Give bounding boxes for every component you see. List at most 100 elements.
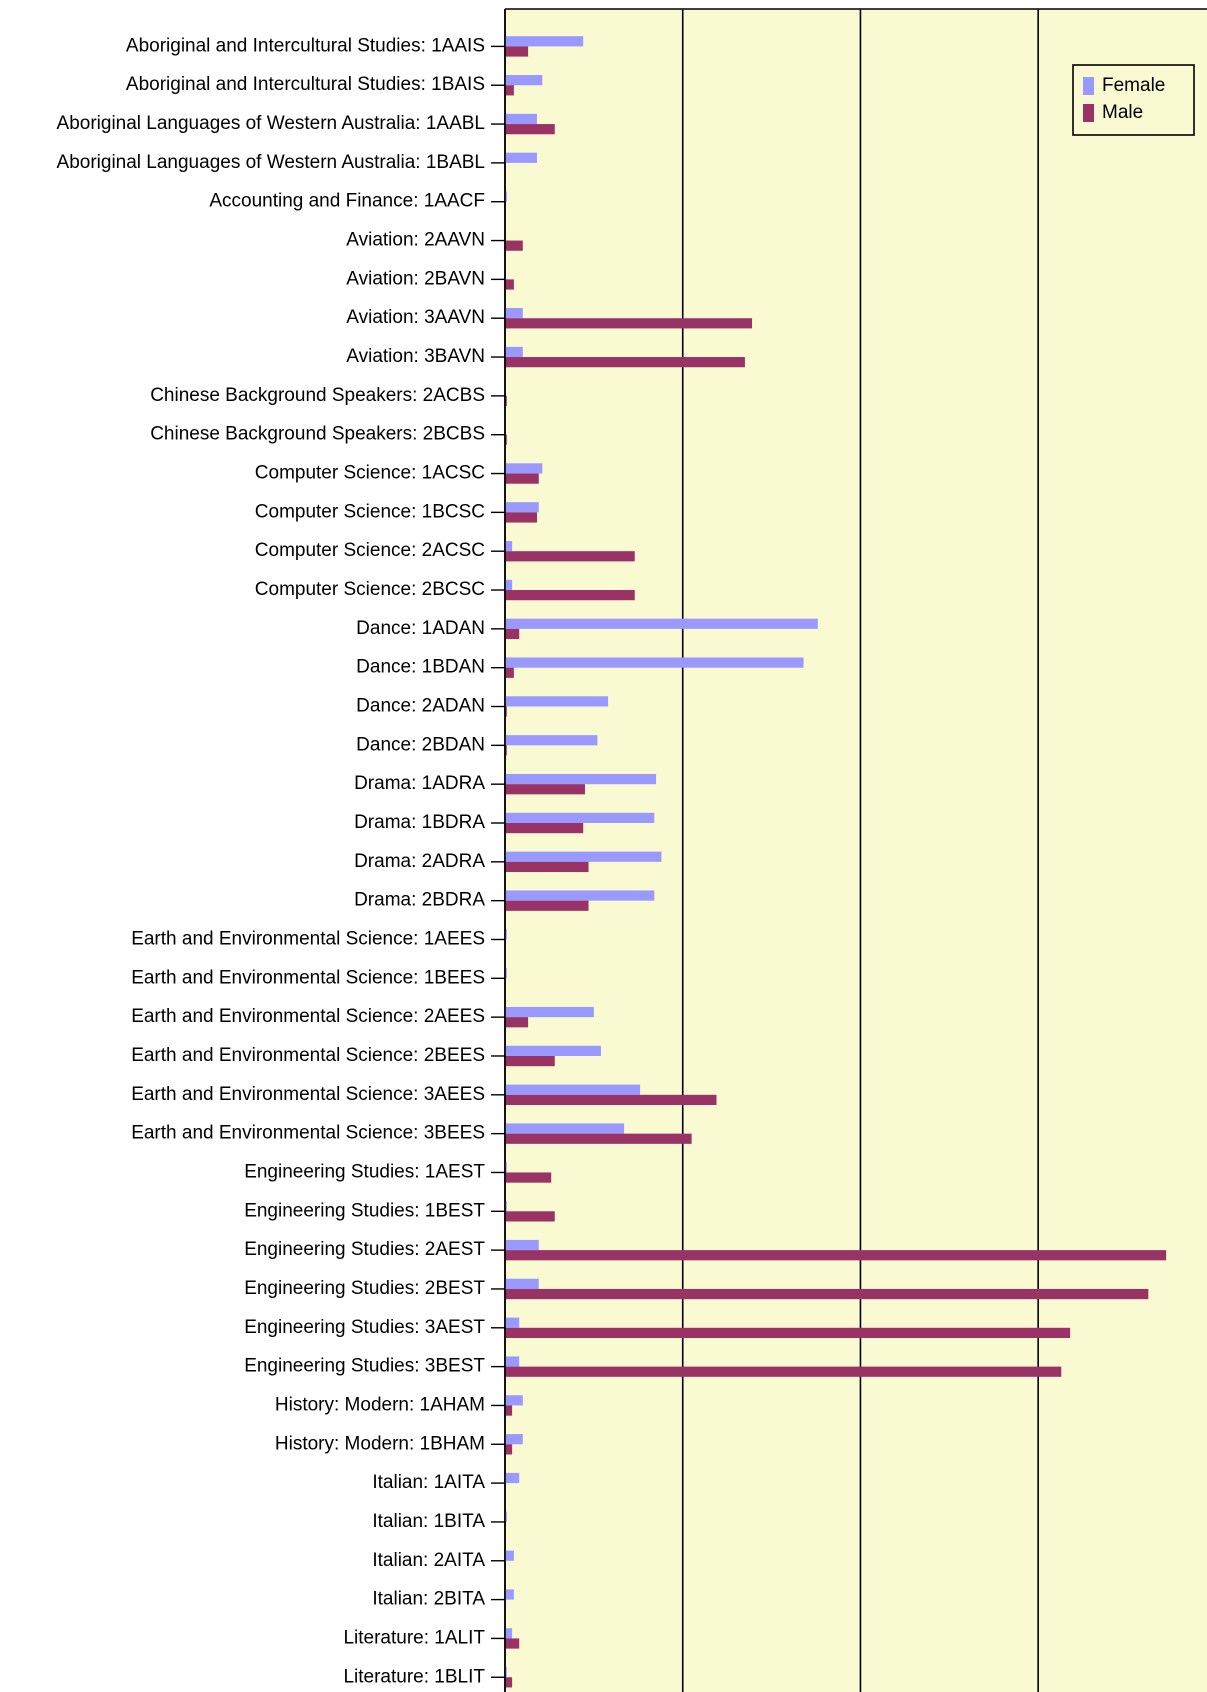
bar	[505, 124, 555, 135]
y-tick-label: Italian: 2BITA	[372, 1589, 485, 1610]
bar	[505, 152, 537, 163]
bar	[505, 1123, 625, 1134]
y-tick-label: Literature: 1BLIT	[343, 1666, 485, 1687]
bar	[505, 618, 818, 629]
bar	[505, 1472, 520, 1484]
y-tick-label: Italian: 1AITA	[372, 1472, 485, 1493]
bar	[505, 773, 657, 785]
bar	[505, 75, 543, 86]
bar	[505, 1017, 529, 1028]
bar	[505, 434, 507, 445]
bar	[505, 1405, 513, 1416]
bar	[505, 1628, 513, 1639]
y-tick-label: Earth and Environmental Science: 3AEES	[131, 1084, 485, 1105]
legend-label: Male	[1102, 102, 1143, 123]
bar	[505, 473, 539, 484]
bar	[505, 1667, 507, 1678]
y-tick-label: Engineering Studies: 3AEST	[244, 1317, 485, 1338]
bar	[505, 628, 520, 640]
bar	[505, 113, 537, 125]
y-tick-label: Aboriginal and Intercultural Studies: 1B…	[126, 74, 485, 95]
bar	[505, 1511, 507, 1522]
bar	[505, 279, 514, 290]
y-tick-label: Aviation: 2BAVN	[346, 268, 485, 289]
y-tick-label: Italian: 2AITA	[372, 1550, 485, 1571]
legend-swatch	[1083, 104, 1094, 122]
y-tick-label: Aboriginal and Intercultural Studies: 1A…	[126, 35, 485, 56]
bar	[505, 1288, 1149, 1300]
y-tick-label: Aboriginal Languages of Western Australi…	[57, 113, 485, 134]
bar	[505, 357, 745, 368]
y-tick-label: Chinese Background Speakers: 2BCBS	[150, 424, 485, 445]
legend-swatch	[1083, 77, 1094, 95]
y-tick-label: Engineering Studies: 2AEST	[244, 1239, 485, 1260]
y-tick-label: Drama: 2BDRA	[354, 890, 485, 911]
bar	[505, 85, 514, 96]
y-tick-label: Aviation: 3BAVN	[346, 346, 485, 367]
bar	[505, 590, 635, 601]
bar	[505, 240, 523, 251]
bar	[505, 1677, 513, 1688]
y-tick-label: Computer Science: 1BCSC	[255, 501, 485, 522]
y-tick-label: Earth and Environmental Science: 1AEES	[131, 929, 485, 950]
y-tick-label: Aviation: 3AAVN	[346, 307, 485, 328]
bar	[505, 706, 507, 717]
y-tick-label: Italian: 1BITA	[372, 1511, 485, 1532]
y-tick-label: Accounting and Finance: 1AACF	[209, 191, 485, 212]
bar	[505, 1589, 514, 1600]
y-tick-label: Aviation: 2AAVN	[346, 230, 485, 251]
bar	[505, 1006, 594, 1018]
y-tick-label: Aboriginal Languages of Western Australi…	[57, 152, 485, 173]
bar	[505, 46, 529, 57]
y-tick-label: Literature: 1ALIT	[343, 1627, 485, 1648]
bar	[505, 745, 507, 756]
bar	[505, 191, 507, 202]
bar	[505, 890, 655, 901]
legend-box	[1072, 64, 1195, 136]
bar	[505, 861, 589, 873]
y-tick-label: Engineering Studies: 3BEST	[244, 1356, 485, 1377]
bar	[505, 1162, 507, 1173]
bar	[505, 346, 523, 358]
bar	[505, 1239, 539, 1251]
bar	[505, 463, 543, 474]
bar	[505, 1250, 1167, 1261]
bar	[505, 657, 804, 668]
bar	[505, 696, 609, 707]
bar	[505, 1211, 555, 1222]
bar	[505, 1327, 1071, 1338]
legend-label: Female	[1102, 75, 1165, 96]
bar	[505, 1638, 520, 1649]
bar	[505, 1278, 539, 1289]
bar	[505, 1395, 523, 1406]
bar	[505, 1317, 520, 1328]
y-tick-label: Drama: 1BDRA	[354, 812, 485, 833]
bar	[505, 1444, 513, 1455]
bar	[505, 579, 513, 591]
bar	[505, 929, 507, 940]
bar	[505, 1084, 641, 1095]
y-tick-label: Dance: 2ADAN	[356, 696, 485, 717]
y-tick-label: Dance: 2BDAN	[356, 734, 485, 755]
y-tick-label: Chinese Background Speakers: 2ACBS	[150, 385, 485, 406]
bar	[505, 784, 585, 795]
bar	[505, 1045, 601, 1056]
y-tick-label: History: Modern: 1BHAM	[275, 1433, 485, 1454]
bar	[505, 1055, 555, 1067]
bar	[505, 900, 589, 911]
y-tick-label: Earth and Environmental Science: 2BEES	[131, 1045, 485, 1066]
plot-area	[505, 9, 1207, 1692]
bar	[505, 823, 584, 834]
bar	[505, 1434, 523, 1445]
y-tick-label: Engineering Studies: 1AEST	[244, 1161, 485, 1182]
bar	[505, 36, 584, 47]
y-tick-label: Computer Science: 2BCSC	[255, 579, 485, 600]
bar	[505, 1366, 1062, 1377]
y-tick-label: Engineering Studies: 2BEST	[244, 1278, 485, 1299]
bar	[505, 1172, 552, 1183]
y-tick-label: History: Modern: 1AHAM	[275, 1394, 485, 1415]
bar	[505, 1201, 507, 1212]
bar	[505, 1133, 692, 1144]
bar	[505, 735, 598, 746]
